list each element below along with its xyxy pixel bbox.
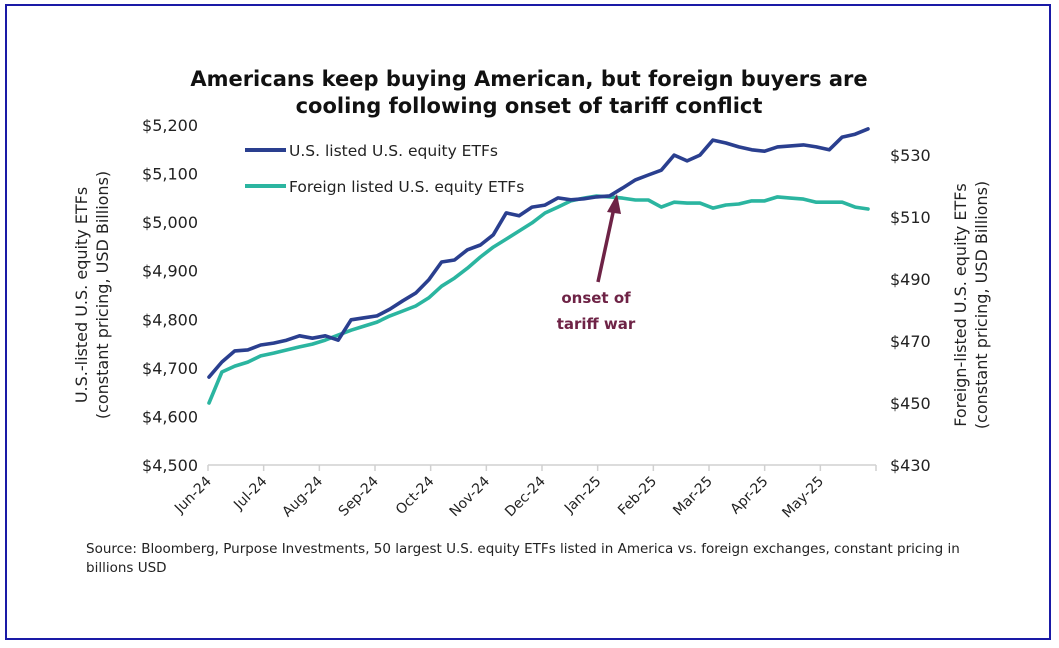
series-layer — [207, 127, 870, 405]
y-left-tick-label: $4,800 — [142, 310, 198, 329]
y-axis-right-label-line-1: Foreign-listed U.S. equity ETFs — [951, 183, 970, 427]
annotation-line-1: onset of — [561, 289, 631, 307]
y-left-tick-label: $4,500 — [142, 456, 198, 475]
y-right-tick-label: $490 — [890, 270, 931, 289]
y-axis-left: $4,500 $4,600 $4,700 $4,800 $4,900 $5,000 $5,1… — [142, 116, 198, 475]
x-tick-label: Dec-24 — [502, 473, 549, 520]
y-right-tick-label: $450 — [890, 394, 931, 413]
x-tick-label: Jan-25 — [561, 474, 604, 517]
x-axis: Jun-24 Jul-24 Aug-24 Sep-24 Oct-24 Nov-24 Dec-… — [171, 465, 877, 522]
x-tick-label: Feb-25 — [615, 474, 660, 519]
series-line-us-listed — [207, 127, 870, 379]
x-tick-label: Sep-24 — [336, 473, 382, 519]
y-right-tick-label: $470 — [890, 332, 931, 351]
series-line-foreign-listed — [207, 194, 870, 405]
y-left-tick-label: $5,100 — [142, 165, 198, 184]
x-tick-label: Apr-25 — [728, 474, 772, 518]
y-right-tick-label: $430 — [890, 456, 931, 475]
y-axis-left-label-line-2: (constant pricing, USD Billions) — [93, 171, 112, 419]
source-note: Source: Bloomberg, Purpose Investments, … — [86, 541, 960, 576]
y-axis-left-label-line-1: U.S.-listed U.S. equity ETFs — [72, 187, 91, 403]
y-left-tick-label: $5,000 — [142, 213, 198, 232]
x-tick-label: Jul-24 — [230, 473, 270, 513]
legend-label-foreign-listed: Foreign listed U.S. equity ETFs — [289, 178, 524, 196]
y-axis-right: $430 $450 $470 $490 $510 $530 — [890, 146, 931, 475]
annotation-arrow — [596, 194, 621, 283]
y-right-tick-label: $530 — [890, 146, 931, 165]
chart-title-line-1: Americans keep buying American, but fore… — [190, 67, 867, 91]
annotation-line-2: tariff war — [557, 315, 636, 333]
chart-frame — [5, 4, 1051, 640]
x-tick-label: Jun-24 — [171, 473, 215, 517]
x-tick-label: May-25 — [779, 474, 827, 522]
x-tick-label: Aug-24 — [279, 473, 326, 520]
y-left-tick-label: $5,200 — [142, 116, 198, 135]
x-tick-label: Nov-24 — [447, 473, 494, 520]
y-left-tick-label: $4,900 — [142, 262, 198, 281]
legend-label-us-listed: U.S. listed U.S. equity ETFs — [289, 142, 498, 160]
chart-title-line-2: cooling following onset of tariff confli… — [296, 94, 763, 118]
x-tick-label: Mar-25 — [670, 474, 716, 520]
y-left-tick-label: $4,600 — [142, 407, 198, 426]
x-tick-label: Oct-24 — [393, 473, 438, 518]
y-left-tick-label: $4,700 — [142, 359, 198, 378]
y-axis-right-label-line-2: (constant pricing, USD Billions) — [972, 181, 991, 429]
y-right-tick-label: $510 — [890, 208, 931, 227]
